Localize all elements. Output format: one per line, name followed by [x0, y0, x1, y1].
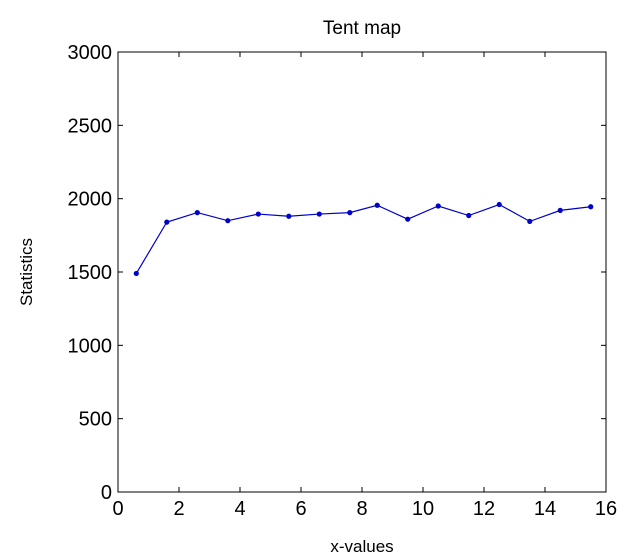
y-tick-label: 1000	[68, 335, 113, 357]
data-point	[286, 213, 292, 219]
data-point	[316, 211, 322, 217]
data-point	[225, 218, 231, 224]
x-tick-label: 2	[173, 498, 184, 520]
x-tick-label: 8	[356, 498, 367, 520]
x-tick-label: 16	[595, 498, 617, 520]
x-tick-label: 0	[112, 498, 123, 520]
data-point	[557, 207, 563, 213]
x-ticks: 0 2 4 6 8 10 12 14 16	[112, 52, 617, 520]
series-line	[135, 203, 591, 274]
y-ticks: 0 500 1000 1500 2000 2500 3000	[68, 42, 606, 504]
x-axis-label: x-values	[330, 537, 393, 556]
chart-title: Tent map	[323, 18, 401, 39]
series-group	[133, 201, 594, 277]
x-tick-label: 10	[412, 498, 434, 520]
data-point	[164, 219, 170, 225]
x-tick-label: 6	[295, 498, 306, 520]
data-point	[527, 218, 533, 224]
data-point	[194, 210, 200, 216]
y-tick-label: 2500	[68, 115, 113, 137]
x-tick-label: 14	[534, 498, 556, 520]
data-point	[347, 210, 353, 216]
data-point	[405, 216, 411, 222]
data-point	[133, 270, 139, 277]
data-point	[496, 201, 502, 208]
plot-area	[117, 51, 607, 493]
data-point	[435, 203, 441, 209]
x-tick-label: 12	[473, 498, 495, 520]
data-point	[255, 211, 261, 217]
y-tick-label: 500	[79, 409, 112, 431]
y-tick-label: 2000	[68, 189, 113, 211]
y-tick-label: 1500	[68, 262, 113, 284]
y-tick-label: 0	[101, 482, 112, 504]
x-tick-label: 4	[234, 498, 245, 520]
y-axis-label: Statistics	[17, 238, 36, 306]
y-tick-label: 3000	[68, 42, 113, 64]
data-point	[374, 202, 380, 208]
data-point	[588, 204, 594, 210]
data-point	[466, 212, 472, 219]
